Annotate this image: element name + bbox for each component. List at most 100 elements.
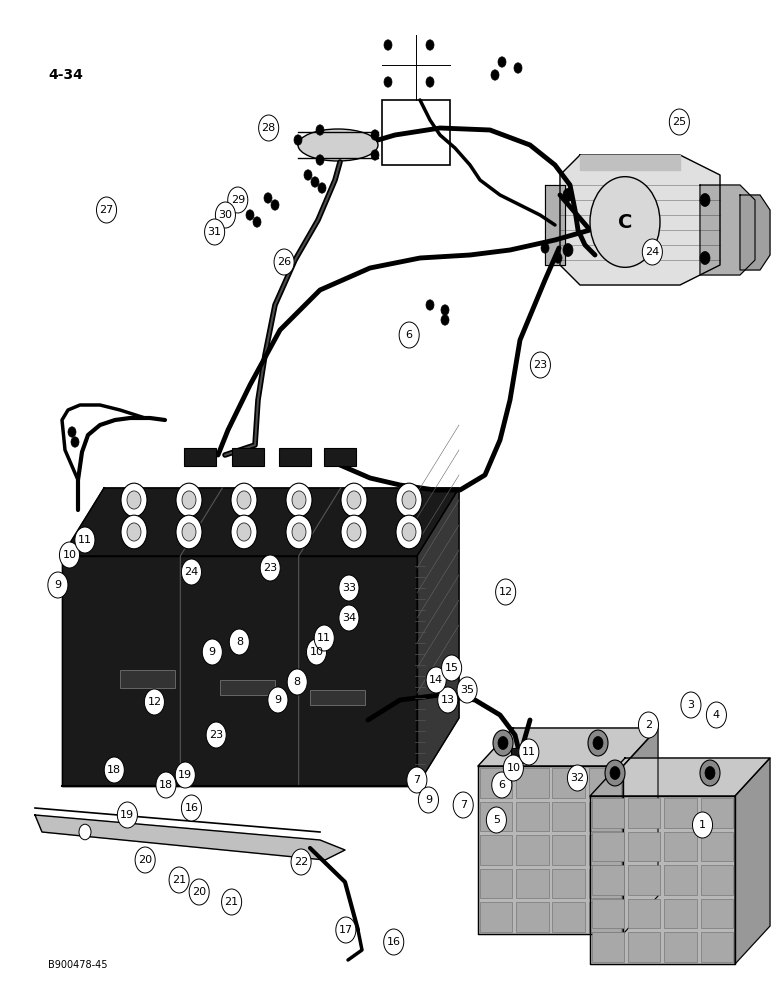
- Circle shape: [441, 315, 449, 325]
- Circle shape: [316, 125, 324, 135]
- FancyBboxPatch shape: [553, 802, 584, 831]
- Polygon shape: [62, 488, 459, 556]
- Circle shape: [206, 722, 226, 748]
- FancyBboxPatch shape: [701, 865, 733, 895]
- Circle shape: [156, 772, 176, 798]
- FancyBboxPatch shape: [589, 902, 621, 932]
- Text: 6: 6: [405, 330, 413, 340]
- Text: 19: 19: [178, 770, 192, 780]
- Polygon shape: [590, 758, 770, 796]
- Text: 6: 6: [498, 780, 506, 790]
- Circle shape: [306, 639, 327, 665]
- Circle shape: [700, 194, 710, 206]
- FancyBboxPatch shape: [589, 835, 621, 865]
- FancyBboxPatch shape: [628, 798, 661, 828]
- Circle shape: [514, 63, 522, 73]
- Circle shape: [222, 889, 242, 915]
- FancyBboxPatch shape: [220, 680, 275, 695]
- Circle shape: [498, 737, 508, 749]
- Circle shape: [347, 523, 361, 541]
- Text: C: C: [618, 213, 632, 232]
- Text: 14: 14: [429, 675, 443, 685]
- Circle shape: [169, 867, 189, 893]
- Text: 19: 19: [120, 810, 134, 820]
- Circle shape: [228, 187, 248, 213]
- Text: 29: 29: [231, 195, 245, 205]
- Circle shape: [541, 243, 549, 253]
- Circle shape: [530, 352, 550, 378]
- Circle shape: [181, 559, 201, 585]
- Text: 30: 30: [218, 210, 232, 220]
- Text: 26: 26: [277, 257, 291, 267]
- Circle shape: [231, 483, 257, 517]
- Circle shape: [127, 491, 141, 509]
- Text: 23: 23: [263, 563, 277, 573]
- FancyBboxPatch shape: [516, 869, 548, 898]
- Text: 28: 28: [262, 123, 276, 133]
- Circle shape: [96, 197, 117, 223]
- Text: 13: 13: [441, 695, 455, 705]
- Circle shape: [642, 239, 662, 265]
- Circle shape: [71, 437, 79, 447]
- Circle shape: [181, 795, 201, 821]
- Circle shape: [176, 515, 202, 549]
- Text: 9: 9: [425, 795, 432, 805]
- Circle shape: [259, 115, 279, 141]
- Text: 7: 7: [413, 775, 421, 785]
- Circle shape: [638, 712, 659, 738]
- Circle shape: [700, 760, 720, 786]
- Circle shape: [438, 687, 458, 713]
- Circle shape: [399, 322, 419, 348]
- Circle shape: [311, 177, 319, 187]
- Circle shape: [237, 491, 251, 509]
- Circle shape: [407, 767, 427, 793]
- FancyBboxPatch shape: [553, 869, 584, 898]
- Circle shape: [418, 787, 438, 813]
- FancyBboxPatch shape: [553, 768, 584, 798]
- Polygon shape: [590, 796, 735, 964]
- FancyBboxPatch shape: [628, 899, 661, 928]
- Circle shape: [426, 77, 434, 87]
- Circle shape: [426, 40, 434, 50]
- Circle shape: [314, 625, 334, 651]
- Text: 11: 11: [317, 633, 331, 643]
- Text: 8: 8: [293, 677, 301, 687]
- Text: 24: 24: [185, 567, 198, 577]
- FancyBboxPatch shape: [592, 798, 625, 828]
- Text: 21: 21: [225, 897, 239, 907]
- FancyBboxPatch shape: [628, 865, 661, 895]
- Circle shape: [341, 483, 367, 517]
- Circle shape: [442, 655, 462, 681]
- FancyBboxPatch shape: [665, 899, 697, 928]
- Polygon shape: [62, 556, 417, 786]
- Circle shape: [229, 629, 249, 655]
- Circle shape: [48, 572, 68, 598]
- Circle shape: [503, 755, 523, 781]
- Circle shape: [231, 515, 257, 549]
- FancyBboxPatch shape: [184, 448, 216, 466]
- Polygon shape: [623, 728, 658, 934]
- Circle shape: [563, 189, 573, 201]
- Circle shape: [264, 193, 272, 203]
- Circle shape: [286, 483, 312, 517]
- FancyBboxPatch shape: [279, 448, 311, 466]
- Circle shape: [294, 135, 302, 145]
- Circle shape: [384, 40, 392, 50]
- Text: 2: 2: [645, 720, 652, 730]
- Circle shape: [669, 109, 689, 135]
- Circle shape: [182, 523, 196, 541]
- Circle shape: [341, 515, 367, 549]
- Circle shape: [457, 677, 477, 703]
- Circle shape: [588, 730, 608, 756]
- FancyBboxPatch shape: [665, 865, 697, 895]
- FancyBboxPatch shape: [516, 835, 548, 865]
- Circle shape: [318, 183, 326, 193]
- Circle shape: [271, 200, 279, 210]
- Circle shape: [127, 523, 141, 541]
- Circle shape: [135, 847, 155, 873]
- Circle shape: [176, 483, 202, 517]
- Circle shape: [292, 491, 306, 509]
- FancyBboxPatch shape: [324, 448, 356, 466]
- Circle shape: [700, 252, 710, 264]
- Text: 25: 25: [672, 117, 686, 127]
